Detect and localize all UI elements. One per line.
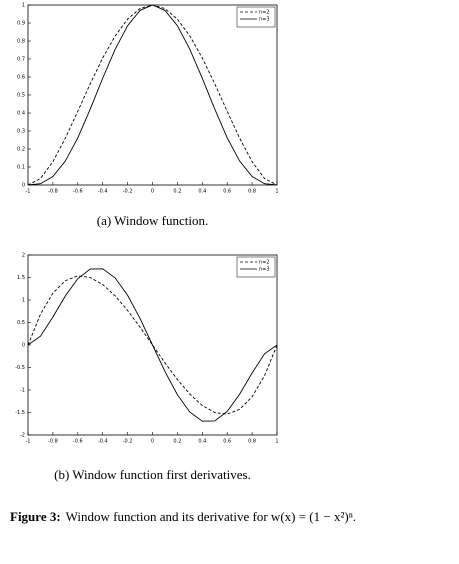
figure-label: Figure 3: [10, 509, 61, 524]
figure-text: Window function and its derivative for w… [66, 509, 356, 524]
x-tick-label: 0.4 [198, 189, 206, 195]
x-tick-label: -0.6 [73, 439, 83, 445]
y-tick-label: 0.4 [17, 111, 25, 117]
legend-label: n=3 [259, 17, 270, 23]
x-tick-label: -0.2 [123, 439, 133, 445]
legend-label: n=2 [259, 260, 270, 266]
y-tick-label: 0.1 [17, 165, 25, 171]
figure-caption: Figure 3: Window function and its derivat… [10, 509, 356, 524]
x-tick-label: -0.2 [123, 189, 133, 195]
x-tick-label: 1 [275, 189, 278, 195]
subfigure-caption: (b) Window function first derivatives. [54, 467, 251, 482]
y-tick-label: 0.5 [17, 320, 25, 326]
series-line [27, 268, 278, 422]
x-tick-label: -0.8 [48, 439, 58, 445]
series-line [27, 4, 278, 186]
x-tick-label: 0.2 [173, 189, 181, 195]
y-tick-label: 0.8 [17, 39, 25, 45]
legend-label: n=3 [259, 267, 270, 273]
x-tick-label: -0.6 [73, 189, 83, 195]
x-tick-label: 0.6 [223, 189, 231, 195]
legend-label: n=2 [259, 10, 270, 16]
y-tick-label: -1.5 [15, 410, 25, 416]
series-line [27, 4, 278, 186]
x-tick-label: 0.8 [248, 439, 256, 445]
y-tick-label: -0.5 [15, 365, 25, 371]
y-tick-label: 0 [22, 343, 25, 349]
x-tick-label: 0.4 [198, 439, 206, 445]
plot-frame [27, 4, 278, 186]
y-tick-label: 1.5 [17, 275, 25, 281]
x-tick-label: 0 [151, 189, 154, 195]
x-tick-label: 0.8 [248, 189, 256, 195]
x-tick-label: -0.4 [98, 189, 108, 195]
y-tick-label: 0.3 [17, 129, 25, 135]
x-tick-label: -0.4 [98, 439, 108, 445]
y-tick-label: 0.5 [17, 93, 25, 99]
y-tick-label: 0 [22, 183, 25, 189]
y-tick-label: 1 [22, 3, 25, 9]
y-tick-label: 0.7 [17, 57, 25, 63]
y-tick-label: -1 [20, 388, 25, 394]
y-tick-label: 0.9 [17, 21, 25, 27]
y-tick-label: 2 [22, 253, 25, 259]
x-tick-label: 0.2 [173, 439, 181, 445]
y-tick-label: 0.2 [17, 147, 25, 153]
x-tick-label: 0 [151, 439, 154, 445]
x-tick-label: 0.6 [223, 439, 231, 445]
subfigure-caption: (a) Window function. [97, 213, 209, 228]
x-tick-label: -1 [26, 439, 31, 445]
x-tick-label: -0.8 [48, 189, 58, 195]
y-tick-label: -2 [20, 433, 25, 439]
y-tick-label: 1 [22, 298, 25, 304]
x-tick-label: 1 [275, 439, 278, 445]
y-tick-label: 0.6 [17, 75, 25, 81]
x-tick-label: -1 [26, 189, 31, 195]
